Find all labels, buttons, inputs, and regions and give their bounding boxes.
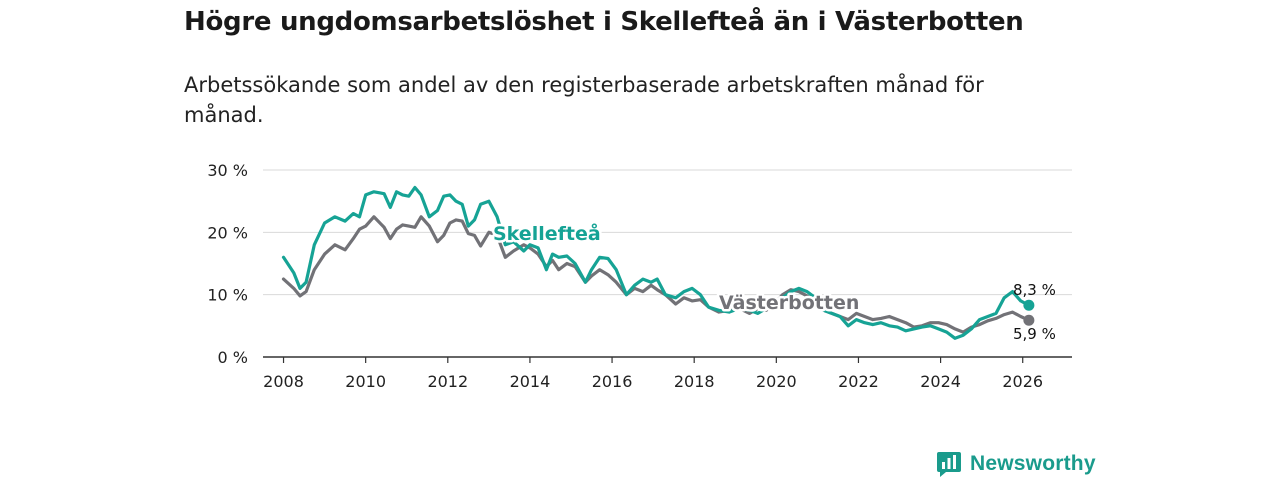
x-tick-label: 2012 bbox=[427, 372, 468, 391]
end-label-skelleftea: 8,3 % bbox=[1013, 281, 1056, 299]
series-labels: Skellefteå Västerbotten 8,3 % 5,9 % bbox=[491, 219, 1056, 344]
chart-subtitle: Arbetssökande som andel av den registerb… bbox=[184, 73, 984, 127]
gridlines bbox=[263, 169, 1072, 358]
x-tick-label: 2014 bbox=[510, 372, 551, 391]
brand-logo[interactable]: Newsworthy bbox=[936, 448, 1096, 480]
bar-chart-icon bbox=[937, 452, 961, 477]
x-tick-label: 2010 bbox=[345, 372, 386, 391]
x-tick-label: 2024 bbox=[920, 372, 961, 391]
x-tick-label: 2026 bbox=[1002, 372, 1043, 391]
end-point-vasterbotten bbox=[1023, 314, 1035, 326]
series-line-vasterbotten bbox=[281, 215, 1031, 334]
x-tick-label: 2018 bbox=[674, 372, 715, 391]
x-axis-ticks: 2008 2010 2012 2014 2016 2018 2020 2022 2024 2026 bbox=[263, 357, 1043, 391]
end-label-vasterbotten: 5,9 % bbox=[1013, 325, 1056, 343]
series-line-skelleftea bbox=[281, 185, 1031, 340]
series-lines bbox=[281, 185, 1035, 340]
x-tick-label: 2016 bbox=[592, 372, 633, 391]
y-tick-label: 10 % bbox=[207, 286, 248, 305]
y-tick-label: 20 % bbox=[207, 223, 248, 242]
y-tick-label: 30 % bbox=[207, 161, 248, 180]
series-label-vasterbotten: Västerbotten bbox=[719, 292, 859, 314]
y-axis-ticks: 0 % 10 % 20 % 30 % bbox=[207, 161, 248, 367]
end-point-skelleftea bbox=[1023, 299, 1035, 311]
series-label-skelleftea: Skellefteå bbox=[493, 221, 601, 245]
y-tick-label: 0 % bbox=[218, 348, 248, 367]
x-tick-label: 2020 bbox=[756, 372, 797, 391]
x-tick-label: 2008 bbox=[263, 372, 304, 391]
brand-name: Newsworthy bbox=[970, 452, 1096, 475]
x-tick-label: 2022 bbox=[838, 372, 879, 391]
chart-title: Högre ungdomsarbetslöshet i Skellefteå ä… bbox=[184, 7, 1024, 37]
